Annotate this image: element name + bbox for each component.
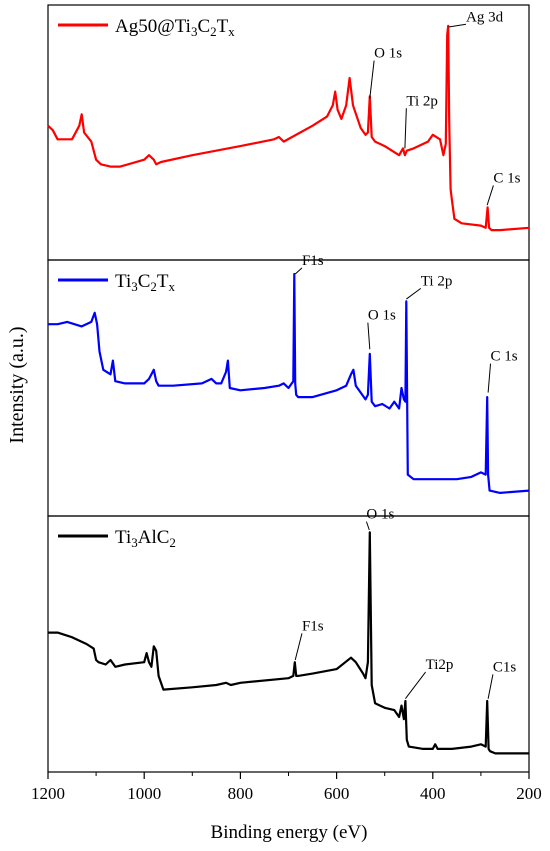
- annotation-leader: [486, 185, 494, 206]
- annotation-label: O 1s: [368, 308, 396, 324]
- x-tick-label: 400: [420, 784, 446, 803]
- annotation-leader: [448, 23, 467, 28]
- x-tick-label: 1000: [127, 784, 161, 803]
- legend-label: Ti3AlC2: [115, 527, 176, 550]
- annotation-leader: [487, 674, 494, 699]
- annotation-label: C1s: [493, 659, 517, 675]
- series-line-max: [48, 531, 529, 755]
- panel-mx: Ti3C2Tx F1s O 1s Ti 2p C 1s: [47, 253, 530, 517]
- x-tick-label: 800: [228, 784, 254, 803]
- annotation-leader: [369, 60, 375, 99]
- x-tick-label: 200: [516, 784, 542, 803]
- annotation-label: O 1s: [366, 507, 394, 523]
- annotation-leader: [487, 363, 492, 393]
- x-tick-label: 1200: [31, 784, 65, 803]
- legend-label: Ti3C2Tx: [115, 271, 176, 294]
- panel-frame: [47, 4, 530, 261]
- annotation-leader: [294, 267, 303, 275]
- x-tick-label: 600: [324, 784, 350, 803]
- annotation-label: F1s: [302, 618, 324, 634]
- x-axis: 1200 1000 800 600 400 200: [31, 772, 542, 803]
- annotation-leader: [404, 671, 426, 700]
- panel-ag: Ag50@Ti3C2Tx Ag 3d O 1s Ti 2p C 1s: [47, 4, 530, 261]
- series-line-mx: [48, 272, 530, 494]
- panel-frame: [47, 515, 530, 773]
- annotation-leader: [404, 108, 407, 149]
- legend-label: Ag50@Ti3C2Tx: [115, 16, 235, 39]
- annotation-leader: [294, 633, 303, 661]
- plot-panels: Ag50@Ti3C2Tx Ag 3d O 1s Ti 2p C 1s Ti3C2Tx F1s…: [47, 4, 530, 773]
- annotation-label: Ti 2p: [421, 273, 453, 289]
- annotation-label: O 1s: [374, 46, 402, 62]
- annotation-label: Ti2p: [426, 657, 454, 673]
- panel-max: Ti3AlC2 O 1s F1s Ti2p C1s: [47, 507, 530, 773]
- y-axis-label: Intensity (a.u.): [6, 326, 28, 443]
- x-axis-label: Binding energy (eV): [211, 822, 368, 843]
- annotation-label: Ag 3d: [466, 9, 504, 25]
- annotation-label: Ti 2p: [406, 93, 438, 109]
- annotation-leader: [406, 287, 422, 300]
- annotation-label: C 1s: [493, 170, 520, 186]
- annotation-label: C 1s: [491, 349, 518, 365]
- annotation-leader: [367, 322, 371, 350]
- series-line-ag: [47, 24, 530, 232]
- annotation-label: F1s: [302, 253, 324, 269]
- annotation-leader: [365, 521, 370, 531]
